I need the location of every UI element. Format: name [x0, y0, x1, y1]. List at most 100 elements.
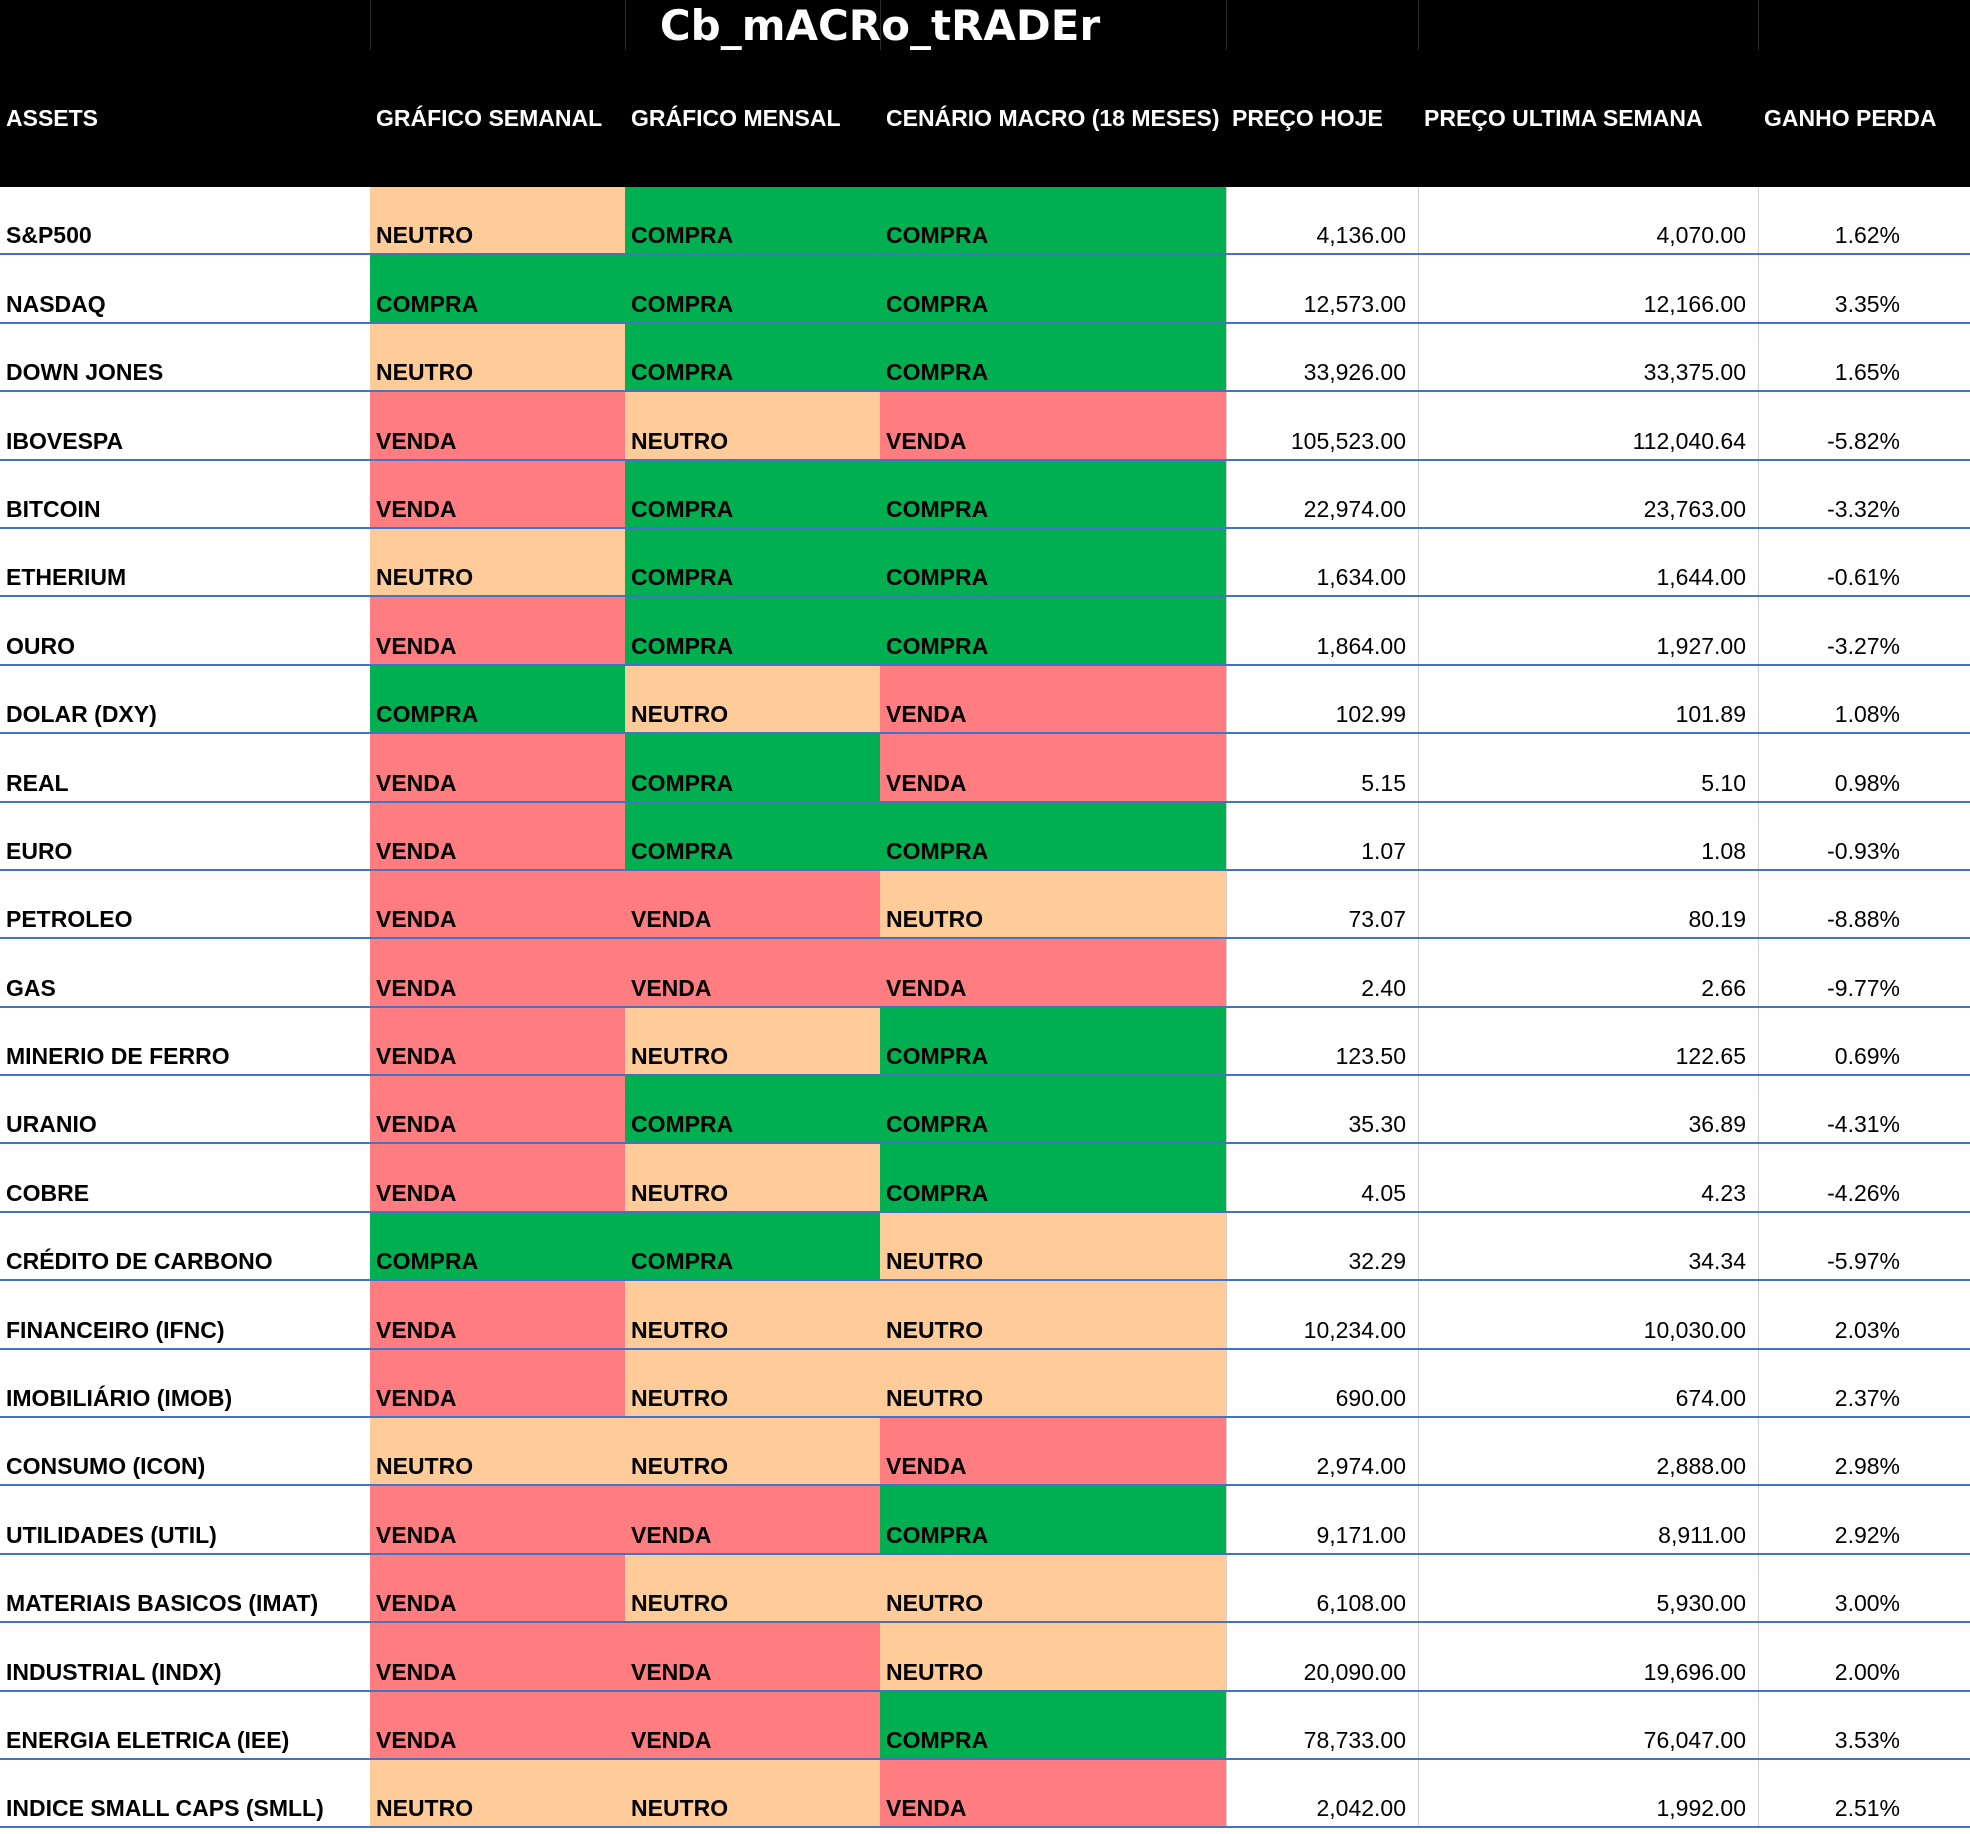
asset-cell[interactable]: IMOBILIÁRIO (IMOB)	[0, 1350, 370, 1416]
ganho-perda-cell[interactable]: -8.88%	[1758, 871, 1970, 937]
signal-mensal-cell[interactable]: NEUTRO	[625, 665, 880, 733]
preco-hoje-cell[interactable]: 12,573.00	[1226, 255, 1418, 321]
asset-cell[interactable]: MINERIO DE FERRO	[0, 1008, 370, 1074]
signal-mensal-cell[interactable]: COMPRA	[625, 597, 880, 664]
signal-macro-cell[interactable]: NEUTRO	[880, 1623, 1226, 1690]
signal-mensal-cell[interactable]: NEUTRO	[625, 1418, 880, 1485]
signal-macro-cell[interactable]: VENDA	[880, 665, 1226, 733]
ganho-perda-cell[interactable]: 3.00%	[1758, 1555, 1970, 1621]
preco-semana-cell[interactable]: 4,070.00	[1418, 187, 1758, 253]
signal-macro-cell[interactable]: COMPRA	[880, 1144, 1226, 1211]
ganho-perda-cell[interactable]: 0.98%	[1758, 734, 1970, 800]
signal-macro-cell[interactable]: COMPRA	[880, 187, 1226, 254]
signal-mensal-cell[interactable]: COMPRA	[625, 255, 880, 322]
asset-cell[interactable]: UTILIDADES (UTIL)	[0, 1486, 370, 1552]
signal-mensal-cell[interactable]: NEUTRO	[625, 1144, 880, 1211]
preco-hoje-cell[interactable]: 1,864.00	[1226, 597, 1418, 663]
preco-hoje-cell[interactable]: 1.07	[1226, 803, 1418, 869]
signal-semanal-cell[interactable]: NEUTRO	[370, 528, 625, 596]
preco-hoje-cell[interactable]: 690.00	[1226, 1350, 1418, 1416]
header-assets[interactable]: ASSETS	[6, 105, 99, 131]
preco-semana-cell[interactable]: 80.19	[1418, 871, 1758, 937]
ganho-perda-cell[interactable]: 1.65%	[1758, 324, 1970, 390]
asset-cell[interactable]: OURO	[0, 597, 370, 663]
asset-cell[interactable]: PETROLEO	[0, 871, 370, 937]
preco-semana-cell[interactable]: 10,030.00	[1418, 1281, 1758, 1347]
preco-hoje-cell[interactable]: 33,926.00	[1226, 324, 1418, 390]
preco-hoje-cell[interactable]: 4.05	[1226, 1144, 1418, 1210]
preco-hoje-cell[interactable]: 73.07	[1226, 871, 1418, 937]
ganho-perda-cell[interactable]: -4.26%	[1758, 1144, 1970, 1210]
signal-mensal-cell[interactable]: VENDA	[625, 939, 880, 1006]
preco-semana-cell[interactable]: 112,040.64	[1418, 392, 1758, 458]
signal-mensal-cell[interactable]: COMPRA	[625, 802, 880, 869]
signal-semanal-cell[interactable]: COMPRA	[370, 255, 625, 322]
preco-semana-cell[interactable]: 5,930.00	[1418, 1555, 1758, 1621]
signal-mensal-cell[interactable]: COMPRA	[625, 528, 880, 596]
preco-semana-cell[interactable]: 12,166.00	[1418, 255, 1758, 321]
header-preco-ultima-semana[interactable]: PREÇO ULTIMA SEMANA	[1424, 105, 1703, 131]
signal-macro-cell[interactable]: VENDA	[880, 1759, 1226, 1827]
asset-cell[interactable]: MATERIAIS BASICOS (IMAT)	[0, 1555, 370, 1621]
asset-cell[interactable]: COBRE	[0, 1144, 370, 1210]
asset-cell[interactable]: INDICE SMALL CAPS (SMLL)	[0, 1760, 370, 1826]
preco-hoje-cell[interactable]: 4,136.00	[1226, 187, 1418, 253]
signal-semanal-cell[interactable]: COMPRA	[370, 665, 625, 733]
preco-hoje-cell[interactable]: 20,090.00	[1226, 1623, 1418, 1689]
preco-hoje-cell[interactable]: 6,108.00	[1226, 1555, 1418, 1621]
asset-cell[interactable]: S&P500	[0, 187, 370, 253]
signal-semanal-cell[interactable]: VENDA	[370, 734, 625, 801]
signal-macro-cell[interactable]: VENDA	[880, 392, 1226, 459]
ganho-perda-cell[interactable]: -4.31%	[1758, 1076, 1970, 1142]
signal-mensal-cell[interactable]: NEUTRO	[625, 392, 880, 459]
ganho-perda-cell[interactable]: -5.82%	[1758, 392, 1970, 458]
preco-semana-cell[interactable]: 4.23	[1418, 1144, 1758, 1210]
asset-cell[interactable]: CONSUMO (ICON)	[0, 1418, 370, 1484]
header-grafico-semanal[interactable]: GRÁFICO SEMANAL	[376, 105, 603, 131]
ganho-perda-cell[interactable]: 2.98%	[1758, 1418, 1970, 1484]
asset-cell[interactable]: ENERGIA ELETRICA (IEE)	[0, 1692, 370, 1758]
asset-cell[interactable]: NASDAQ	[0, 255, 370, 321]
ganho-perda-cell[interactable]: -3.32%	[1758, 461, 1970, 527]
signal-mensal-cell[interactable]: NEUTRO	[625, 1759, 880, 1827]
signal-semanal-cell[interactable]: NEUTRO	[370, 1418, 625, 1485]
ganho-perda-cell[interactable]: -0.93%	[1758, 803, 1970, 869]
signal-semanal-cell[interactable]: VENDA	[370, 1281, 625, 1348]
signal-mensal-cell[interactable]: NEUTRO	[625, 1554, 880, 1622]
signal-semanal-cell[interactable]: VENDA	[370, 460, 625, 527]
signal-macro-cell[interactable]: COMPRA	[880, 597, 1226, 664]
header-grafico-mensal[interactable]: GRÁFICO MENSAL	[631, 105, 841, 131]
signal-mensal-cell[interactable]: VENDA	[625, 1623, 880, 1690]
signal-semanal-cell[interactable]: COMPRA	[370, 1212, 625, 1280]
asset-cell[interactable]: ETHERIUM	[0, 529, 370, 595]
signal-macro-cell[interactable]: VENDA	[880, 734, 1226, 801]
preco-semana-cell[interactable]: 1.08	[1418, 803, 1758, 869]
signal-semanal-cell[interactable]: VENDA	[370, 870, 625, 938]
preco-semana-cell[interactable]: 2,888.00	[1418, 1418, 1758, 1484]
preco-hoje-cell[interactable]: 1,634.00	[1226, 529, 1418, 595]
ganho-perda-cell[interactable]: 3.35%	[1758, 255, 1970, 321]
signal-semanal-cell[interactable]: VENDA	[370, 1623, 625, 1690]
signal-mensal-cell[interactable]: NEUTRO	[625, 1349, 880, 1417]
signal-mensal-cell[interactable]: NEUTRO	[625, 1007, 880, 1075]
signal-mensal-cell[interactable]: COMPRA	[625, 1212, 880, 1280]
asset-cell[interactable]: DOLAR (DXY)	[0, 666, 370, 732]
asset-cell[interactable]: EURO	[0, 803, 370, 869]
asset-cell[interactable]: IBOVESPA	[0, 392, 370, 458]
signal-semanal-cell[interactable]: VENDA	[370, 1007, 625, 1075]
signal-semanal-cell[interactable]: VENDA	[370, 1691, 625, 1758]
signal-macro-cell[interactable]: COMPRA	[880, 1076, 1226, 1143]
preco-hoje-cell[interactable]: 5.15	[1226, 734, 1418, 800]
asset-cell[interactable]: DOWN JONES	[0, 324, 370, 390]
ganho-perda-cell[interactable]: 1.08%	[1758, 666, 1970, 732]
asset-cell[interactable]: FINANCEIRO (IFNC)	[0, 1281, 370, 1347]
preco-semana-cell[interactable]: 2.66	[1418, 939, 1758, 1005]
signal-semanal-cell[interactable]: NEUTRO	[370, 1759, 625, 1827]
signal-macro-cell[interactable]: COMPRA	[880, 323, 1226, 391]
signal-mensal-cell[interactable]: VENDA	[625, 1691, 880, 1758]
preco-hoje-cell[interactable]: 2,042.00	[1226, 1760, 1418, 1826]
signal-macro-cell[interactable]: VENDA	[880, 939, 1226, 1006]
ganho-perda-cell[interactable]: 2.92%	[1758, 1486, 1970, 1552]
signal-macro-cell[interactable]: NEUTRO	[880, 1554, 1226, 1622]
preco-semana-cell[interactable]: 8,911.00	[1418, 1486, 1758, 1552]
